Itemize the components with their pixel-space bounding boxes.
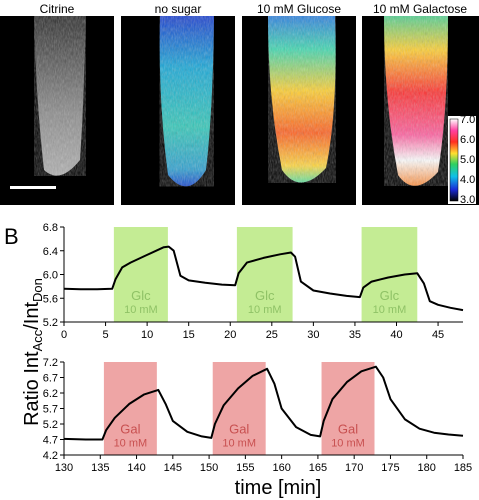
glc-band-0 [113, 227, 168, 322]
glc-xtick-label-1: 5 [103, 329, 109, 341]
gal-ytick-label-3: 5.7 [43, 404, 58, 416]
glc-band-sublabel-1: 10 mM [248, 304, 282, 316]
gal-ytick-label-6: 7.2 [43, 357, 58, 369]
glc-xtick-label-3: 15 [183, 329, 195, 341]
gal-band-label-1: Gal [229, 422, 249, 437]
glc-band-label-1: Glc [255, 288, 275, 303]
glc-band-label-0: Glc [131, 288, 151, 303]
y-axis-label: Ratio IntAcc/IntDon [21, 278, 45, 426]
gal-xtick-label-4: 150 [200, 462, 218, 474]
panel-a-images: A 7.0 6.0 5.0 4.0 3.0 Citrine no sugar 1… [0, 2, 479, 206]
root-galactose-texture [384, 16, 448, 186]
glc-band-1 [236, 227, 293, 322]
gal-xtick-label-9: 175 [381, 462, 399, 474]
glc-xtick-label-9: 45 [432, 329, 444, 341]
root-no-sugar-texture [159, 16, 214, 187]
title-no-sugar: no sugar [155, 2, 202, 16]
gal-ytick-label-0: 4.2 [43, 450, 58, 462]
gal-ytick-label-5: 6.7 [43, 373, 58, 385]
root-glucose-texture [268, 16, 336, 183]
glc-ytick-label-0: 5.2 [43, 317, 58, 329]
glc-xtick-label-5: 25 [266, 329, 278, 341]
title-glucose: 10 mM Glucose [257, 2, 341, 16]
scale-bar [10, 186, 56, 189]
gal-ytick-label-2: 5.2 [43, 419, 58, 431]
gal-xtick-label-11: 185 [454, 462, 472, 474]
glc-band-sublabel-2: 10 mM [373, 304, 407, 316]
gal-trace [63, 365, 464, 441]
gal-xtick-label-0: 130 [55, 462, 73, 474]
gal-band-sublabel-0: 10 mM [114, 438, 148, 450]
gal-ytick-label-4: 6.2 [43, 388, 58, 400]
colorbar [449, 118, 459, 202]
gal-xtick-label-3: 145 [164, 462, 182, 474]
colorbar-tick-6: 6.0 [460, 134, 475, 146]
glc-xtick-label-4: 20 [224, 329, 236, 341]
gal-band-sublabel-1: 10 mM [222, 438, 256, 450]
glc-ytick-label-3: 6.4 [43, 246, 58, 258]
gal-xtick-label-10: 180 [418, 462, 436, 474]
glc-xtick-label-0: 0 [61, 329, 67, 341]
gal-xtick-label-7: 165 [309, 462, 327, 474]
glc-xtick-label-2: 10 [141, 329, 153, 341]
glc-trace [63, 245, 464, 312]
gal-xtick-label-1: 135 [91, 462, 109, 474]
colorbar-tick-5: 5.0 [460, 154, 475, 166]
gal-ytick-label-1: 4.7 [43, 435, 58, 447]
gal-band-0 [103, 362, 157, 455]
title-citrine: Citrine [40, 2, 75, 16]
gal-xtick-label-2: 140 [127, 462, 145, 474]
title-galactose: 10 mM Galactose [373, 2, 467, 16]
gal-band-label-0: Gal [120, 422, 140, 437]
root-citrine-texture [34, 16, 86, 176]
glc-xtick-label-8: 40 [390, 329, 402, 341]
colorbar-tick-7: 7.0 [460, 114, 475, 126]
glc-xtick-label-7: 35 [349, 329, 361, 341]
colorbar-tick-3: 3.0 [460, 194, 475, 206]
gal-band-label-2: Gal [338, 422, 358, 437]
panel-b-letter: B [4, 224, 19, 249]
gal-band-2 [321, 362, 375, 455]
gal-xtick-label-5: 155 [236, 462, 254, 474]
glc-ytick-label-1: 5.6 [43, 293, 58, 305]
x-axis-label: time [min] [235, 477, 322, 499]
glc-band-sublabel-0: 10 mM [124, 304, 158, 316]
glc-xtick-label-6: 30 [307, 329, 319, 341]
gal-band-sublabel-2: 10 mM [331, 438, 365, 450]
glc-ytick-label-4: 6.8 [43, 222, 58, 234]
gal-xtick-label-8: 170 [345, 462, 363, 474]
gal-xtick-label-6: 160 [272, 462, 290, 474]
glc-band-label-2: Glc [380, 288, 400, 303]
colorbar-tick-4: 4.0 [460, 174, 475, 186]
glc-ytick-label-2: 6.0 [43, 270, 58, 282]
